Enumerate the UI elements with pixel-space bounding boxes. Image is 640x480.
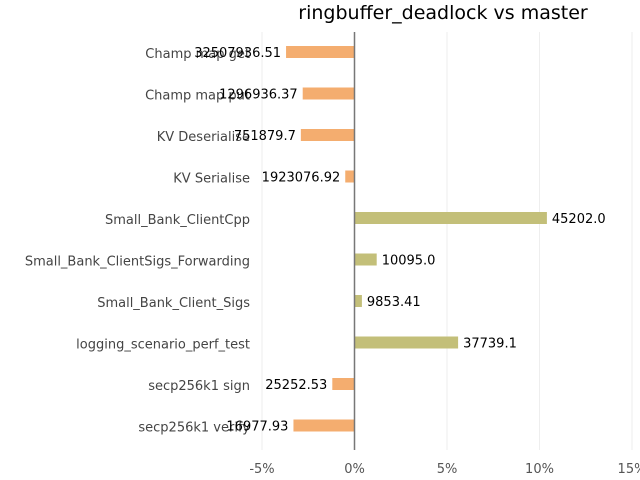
bar: [332, 378, 355, 390]
x-tick-label: 10%: [525, 462, 554, 477]
chart-title: ringbuffer_deadlock vs master: [298, 2, 588, 24]
x-tick-label: 0%: [344, 462, 365, 477]
data-label: 9853.41: [367, 295, 421, 310]
data-label: 45202.0: [552, 212, 606, 227]
bars: [286, 46, 547, 432]
category-label: logging_scenario_perf_test: [76, 338, 250, 353]
bar: [354, 295, 362, 307]
category-label: Small_Bank_ClientCpp: [105, 213, 250, 228]
x-tick-label: -5%: [249, 462, 274, 477]
category-label: Small_Bank_ClientSigs_Forwarding: [25, 255, 250, 270]
category-label: KV Deserialise: [157, 130, 250, 145]
data-label: 16977.93: [226, 420, 288, 435]
data-label: 1923076.92: [262, 171, 341, 186]
data-label: 1296936.37: [219, 88, 298, 103]
category-label: secp256k1 verify: [138, 421, 250, 436]
category-label: Champ map put: [145, 89, 250, 104]
bar: [300, 129, 355, 141]
data-labels: 32507936.51 1296936.37 751879.7 1923076.92 4…: [194, 46, 605, 435]
data-label: 10095.0: [382, 254, 436, 269]
category-label: Champ map get: [145, 47, 250, 62]
x-tick-labels: -5% 0% 5% 10% 15%: [249, 462, 640, 477]
category-label: secp256k1 sign: [148, 379, 250, 394]
grid-lines: [261, 32, 633, 450]
bar: [293, 419, 355, 432]
category-label: KV Serialise: [173, 172, 250, 187]
data-label: 32507936.51: [194, 46, 281, 61]
category-label: Small_Bank_Client_Sigs: [97, 296, 250, 311]
x-tick-label: 15%: [618, 462, 640, 477]
category-labels: Champ map get Champ map put KV Deserialise…: [25, 47, 250, 436]
bar: [345, 170, 355, 183]
bar: [354, 336, 459, 349]
bar: [354, 253, 377, 266]
x-tick-label: 5%: [437, 462, 458, 477]
data-label: 25252.53: [265, 378, 327, 393]
data-label: 37739.1: [463, 337, 517, 352]
data-label: 751879.7: [234, 129, 296, 144]
bar: [302, 87, 355, 100]
bar: [354, 212, 547, 224]
bar: [286, 46, 355, 58]
